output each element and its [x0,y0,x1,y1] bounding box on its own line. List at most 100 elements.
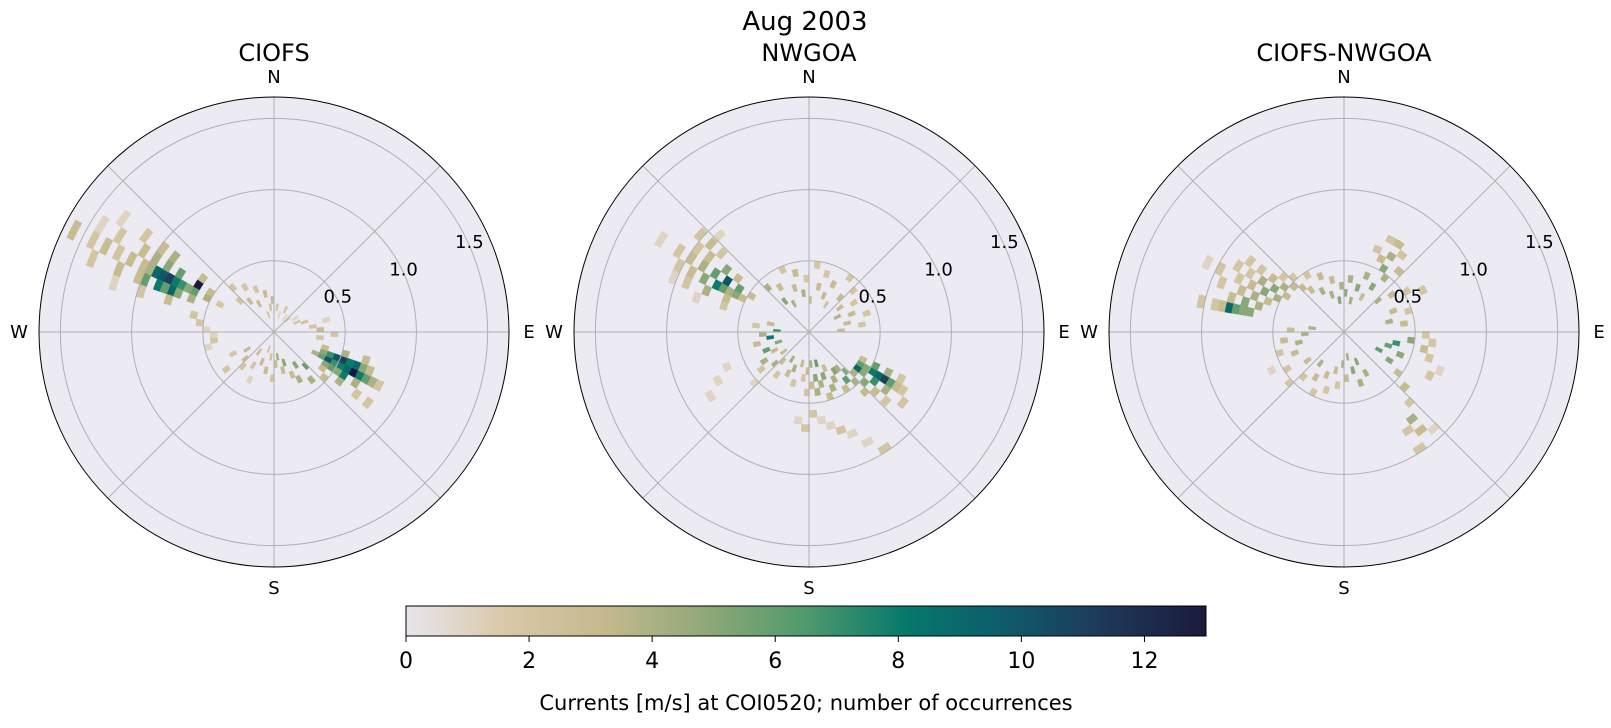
heat-cell [291,360,300,370]
heat-cell [1392,339,1401,347]
heat-cell [300,319,309,325]
heat-cell [1201,254,1215,271]
compass-label-s: S [268,578,279,599]
angular-gridline [808,165,976,333]
heat-cell [857,321,866,328]
heat-cell [721,293,732,304]
heat-cell [1226,291,1237,304]
heat-cell [221,364,231,374]
compass-label-s: S [1338,578,1349,599]
heat-cell [719,300,729,311]
heat-cell [895,373,907,385]
heat-cell [1298,372,1309,382]
colorbar-tick-label: 2 [522,649,536,674]
heat-cell [1362,368,1370,378]
heat-cell [809,409,818,418]
heat-cell [315,335,324,341]
heat-cell [274,360,278,368]
heat-cell [803,274,809,283]
heat-cell [847,310,856,318]
compass-label-e: E [1593,322,1604,343]
polar-plot-nwgoa: 0.5 1.0 1.5 N E S W NWGOA [545,39,1070,599]
heat-cell [835,303,845,312]
heat-cell [1424,353,1434,364]
radial-tick-label: 0.5 [858,287,887,308]
heat-cell [345,357,355,368]
heat-cell [186,293,197,304]
heat-cell [124,251,138,268]
colorbar: 0 2 4 6 8 10 12 Currents [m/s] at COI0520; num… [399,605,1207,715]
heat-cell [361,396,375,410]
heat-cell [183,282,194,294]
heat-cell [243,346,252,353]
heat-cell [1290,349,1300,357]
heat-cell [266,345,271,353]
heat-cell [732,272,744,284]
heat-cell [1362,271,1371,281]
heat-cell [288,370,296,379]
heat-cell [1384,318,1394,325]
heat-cell [825,420,836,431]
heat-cell [1354,283,1361,292]
heat-cell [653,230,669,249]
heat-cell [809,381,815,390]
heat-cell [282,305,289,314]
heat-cell [1245,306,1255,317]
heat-cell [268,303,273,312]
heat-cell [295,374,304,384]
colorbar-gradient [405,605,1207,637]
heat-cell [1396,249,1408,261]
heat-cell [281,358,287,367]
heat-cell [833,313,842,321]
heat-cell [1328,275,1336,285]
polar-plot-ciofs: 0.5 1.0 1.5 N E S W CIOFS [10,39,535,599]
heat-cell [1344,374,1349,383]
polar-border [1108,96,1580,568]
heat-cell [813,359,819,368]
heat-cell [209,337,219,344]
heat-cell [799,359,805,368]
heat-cell [1348,296,1354,305]
colorbar-tick-label: 10 [1007,649,1035,674]
colorbar-tick-label: 6 [768,649,782,674]
heat-cell [280,366,286,375]
heat-cell [1334,380,1341,390]
heat-cell [849,298,859,307]
radial-tick-label: 0.5 [323,287,352,308]
heat-cell [766,335,775,341]
subplot-title-ciofs: CIOFS [238,39,309,67]
heat-cell [1294,339,1304,346]
heat-cell [372,378,385,392]
heat-cell [681,275,693,290]
heat-cell [1337,296,1342,305]
heat-cell [263,366,269,375]
heat-cell [860,436,875,448]
heat-cell [321,316,331,324]
heat-cell [1243,254,1257,268]
heat-cell [1306,285,1316,295]
heat-cell [1318,286,1326,296]
heat-cell [364,365,375,377]
heat-cell [255,299,263,308]
compass-label-w: W [545,322,563,343]
heat-cell [1322,385,1330,395]
heat-cell [361,354,371,366]
heat-cell [789,378,797,388]
heat-cell [1350,366,1356,375]
heat-cell [770,347,779,354]
heat-cell [112,260,126,278]
radial-tick-label: 1.5 [455,232,484,253]
heat-cells [1196,234,1445,455]
heat-cell [195,318,204,327]
angular-gridline [1343,165,1511,333]
angular-gridline [107,331,275,499]
heat-cell [115,209,132,228]
heat-cell [1357,378,1365,388]
heat-cell [793,416,803,425]
heat-cell [350,388,363,401]
heat-cell [1385,234,1397,246]
radial-tick-label: 1.5 [1525,232,1554,253]
heat-cell [1308,325,1317,330]
heat-cell [820,291,827,300]
heat-cell [691,291,702,304]
